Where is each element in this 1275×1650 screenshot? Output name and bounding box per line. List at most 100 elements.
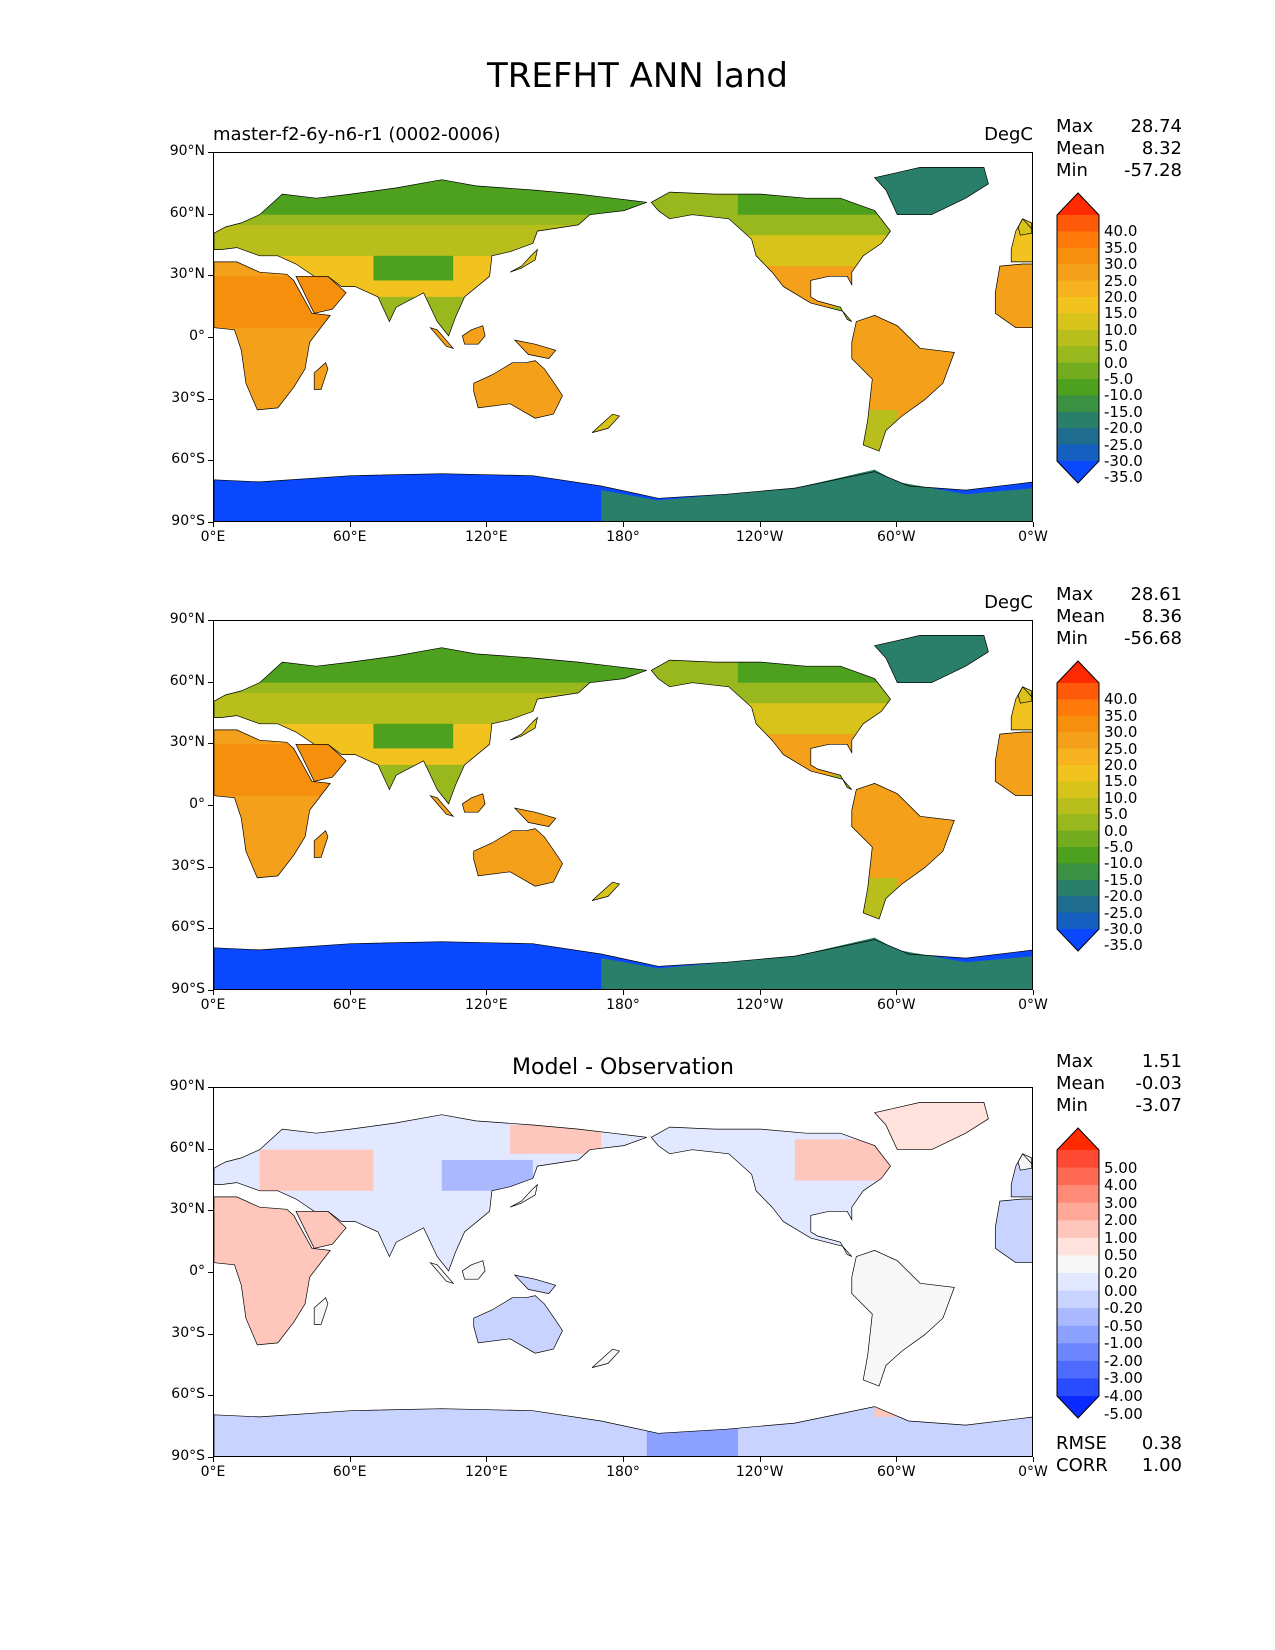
- lon-tick-label: 0°W: [1018, 1464, 1048, 1480]
- lon-tick-label: 180°: [606, 529, 640, 545]
- lon-tick-label: 0°E: [200, 1464, 226, 1480]
- lat-tick-mark: [208, 213, 213, 215]
- colorbar-segment: [1057, 329, 1099, 347]
- land-japan: [510, 249, 538, 273]
- lon-tick-mark: [896, 522, 898, 527]
- colorbar-tick-label: 5.00: [1104, 1158, 1138, 1177]
- land-sumatra: [430, 795, 454, 817]
- colorbar-segment: [1057, 765, 1099, 782]
- colorbar-segment: [1057, 395, 1099, 413]
- map-canvas: [214, 1102, 1032, 1456]
- land-australia: [473, 828, 563, 887]
- lon-tick-mark: [213, 1457, 214, 1462]
- colorbar-tick-label: 0.50: [1104, 1246, 1138, 1265]
- coastline-uk: [1017, 1153, 1032, 1171]
- colorbar-segment: [1057, 1220, 1099, 1239]
- coastline-borneo: [461, 793, 486, 813]
- coastline-greenland: [873, 167, 989, 216]
- lon-tick-mark: [213, 990, 214, 995]
- field-band-3: [373, 723, 454, 749]
- colorbar-segment: [1057, 1202, 1099, 1221]
- coastline-arabia: [295, 275, 347, 314]
- field-band-3: [373, 255, 454, 281]
- lat-tick-label: 90°N: [169, 611, 205, 627]
- colorbar-segment: [1057, 231, 1099, 249]
- stat-value: -0.03: [1135, 1073, 1182, 1094]
- lat-tick-label: 90°N: [169, 143, 205, 159]
- colorbar-segment: [1057, 879, 1099, 897]
- field-band-1: [214, 224, 647, 256]
- land-uk: [1018, 1153, 1032, 1171]
- colorbar-extend-max: [1057, 193, 1099, 215]
- colorbar-tick-label: -35.0: [1104, 936, 1143, 955]
- colorbar-tick-label: 15.0: [1104, 772, 1138, 791]
- colorbar-tick-label: 40.0: [1104, 222, 1138, 241]
- lon-tick-label: 60°W: [876, 1464, 916, 1480]
- land-uk: [1018, 686, 1032, 704]
- land-nz: [592, 1349, 620, 1368]
- field-band-5: [874, 1406, 921, 1417]
- stat-row: Min -56.68: [1056, 628, 1182, 650]
- colorbar-segment: [1057, 1185, 1099, 1204]
- lat-tick-mark: [208, 681, 213, 683]
- lat-tick-label: 60°S: [171, 451, 205, 468]
- lat-tick-mark: [208, 743, 213, 745]
- stat-label: CORR: [1056, 1455, 1108, 1476]
- panel-left-title: master-f2-6y-n6-r1 (0002-0006): [213, 124, 501, 145]
- panel-stats: Max 28.61 Mean 8.36 Min -56.68: [1056, 584, 1182, 650]
- lat-tick-label: 0°: [189, 796, 205, 812]
- colorbar-tick-label: 0.00: [1104, 1281, 1138, 1300]
- colorbar-tick-label: 10.0: [1104, 320, 1138, 339]
- panel-units: DegC: [984, 124, 1033, 145]
- land-greenland: [874, 1102, 989, 1150]
- lon-tick-mark: [759, 1457, 761, 1462]
- lat-tick-label: 30°N: [169, 266, 205, 283]
- coastline-japan: [509, 716, 538, 741]
- stat-value: 8.36: [1141, 606, 1182, 627]
- colorbar-extend-max: [1057, 1128, 1099, 1150]
- coastline-japan: [509, 248, 538, 273]
- lon-tick-label: 0°W: [1018, 997, 1048, 1013]
- coastline-africa: [214, 1196, 331, 1346]
- lat-tick-label: 30°S: [171, 1324, 205, 1341]
- lat-tick-label: 0°: [189, 328, 205, 344]
- colorbar-tick-label: 3.00: [1104, 1193, 1138, 1212]
- colorbar-tick-label: 20.0: [1104, 756, 1138, 774]
- land-greenland: [874, 635, 989, 683]
- land-borneo: [462, 325, 486, 345]
- field-band-7: [851, 877, 898, 920]
- colorbar-segment: [1057, 280, 1099, 298]
- stat-row: Min -57.28: [1056, 160, 1182, 182]
- coastline-uk: [1017, 218, 1032, 236]
- land-africa: [214, 1196, 331, 1345]
- map-panel-reference: [213, 620, 1033, 990]
- lon-tick-mark: [486, 1457, 488, 1462]
- coastline-africa: [214, 729, 331, 879]
- colorbar-segment: [1057, 428, 1099, 446]
- colorbar-segment: [1057, 830, 1099, 848]
- colorbar-tick-label: -25.0: [1104, 435, 1143, 454]
- land-nz: [592, 882, 620, 901]
- land-madagascar: [314, 1297, 328, 1325]
- lon-tick-label: 180°: [606, 1464, 640, 1480]
- colorbar-extend-min: [1057, 461, 1099, 483]
- lon-tick-mark: [1033, 990, 1034, 995]
- lat-tick-label: 30°S: [171, 389, 205, 406]
- colorbar: [1056, 660, 1100, 952]
- stat-row: Max 28.61: [1056, 584, 1182, 606]
- coastline-png: [513, 807, 557, 827]
- lat-tick-mark: [208, 928, 213, 930]
- land-australia: [473, 360, 563, 419]
- coastline-png: [513, 339, 557, 359]
- colorbar-tick-label: 25.0: [1104, 271, 1138, 290]
- land-samerica: [851, 1250, 955, 1387]
- stat-label: Max: [1056, 584, 1094, 605]
- map-canvas: [214, 167, 1032, 521]
- lat-tick-mark: [208, 1333, 213, 1335]
- coastline-namerica: [650, 191, 891, 322]
- panel-center-title: Model - Observation: [512, 1055, 734, 1080]
- colorbar-segment: [1057, 781, 1099, 799]
- lat-tick-label: 60°S: [171, 919, 205, 936]
- coastline-samerica: [851, 783, 955, 920]
- lat-tick-label: 30°S: [171, 857, 205, 874]
